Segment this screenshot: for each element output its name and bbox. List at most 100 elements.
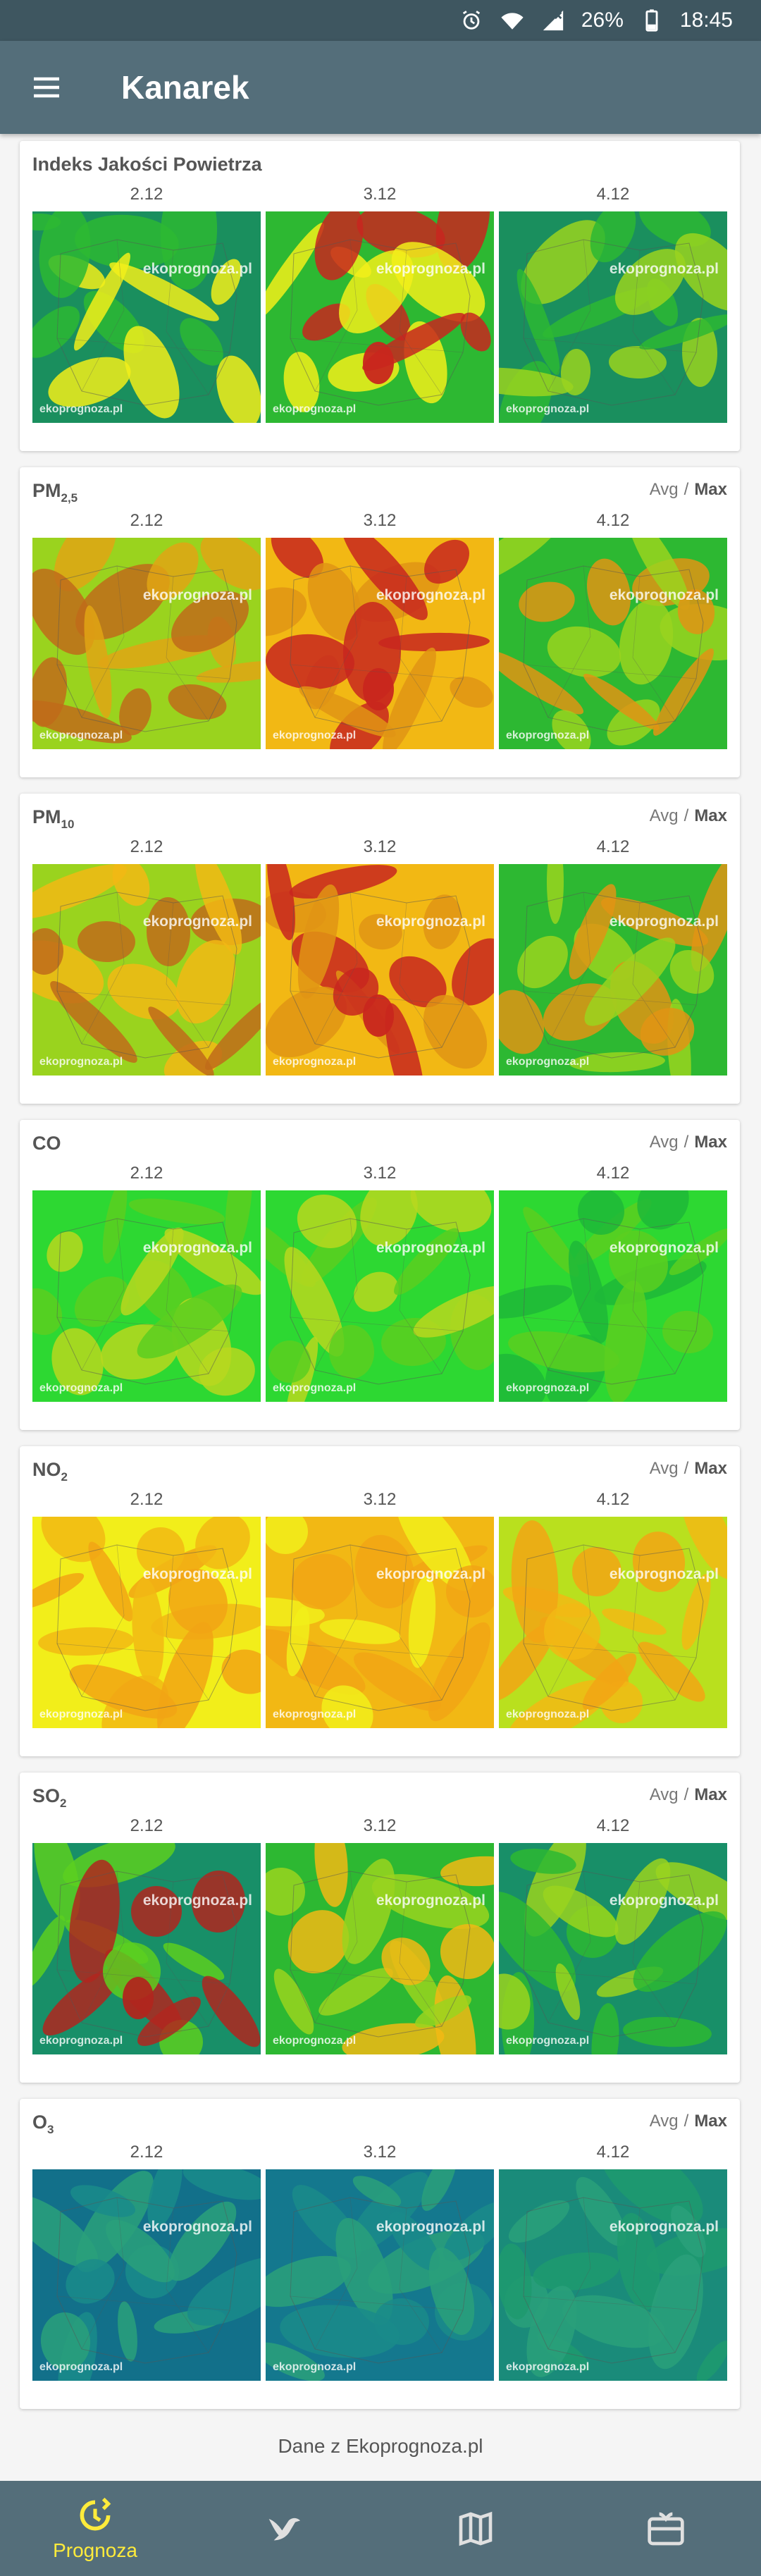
watermark-top: ekoprognoza.pl (376, 1240, 485, 1256)
day-label: 4.12 (596, 837, 630, 856)
forecast-map-aqi-day1[interactable]: ekoprognoza.pl ekoprognoza.pl (32, 211, 261, 423)
card-title: O3 (32, 2112, 54, 2136)
card-title-subscript: 2 (61, 1470, 68, 1484)
card-no2: NO2 Avg / Max 2.12 ekoprognoza.pl ekoprognoz… (20, 1446, 740, 1756)
watermark-bottom: ekoprognoza.pl (506, 2361, 590, 2373)
day-label: 4.12 (596, 1164, 630, 1183)
max-button[interactable]: Max (694, 1785, 727, 1804)
watermark-bottom: ekoprognoza.pl (39, 1056, 123, 1068)
avg-button[interactable]: Avg (649, 2112, 679, 2131)
card-title: CO (32, 1133, 61, 1154)
card-pm25: PM2,5 Avg / Max 2.12 ekoprognoza.pl ekoprogn… (20, 467, 740, 777)
forecast-map-o3-day1[interactable]: ekoprognoza.pl ekoprognoza.pl (32, 2169, 261, 2381)
day-label: 4.12 (596, 2143, 630, 2162)
card-title-subscript: 10 (61, 818, 75, 831)
forecast-refresh-icon (80, 2497, 111, 2530)
forecast-map-no2-day3[interactable]: ekoprognoza.pl ekoprognoza.pl (499, 1517, 727, 1728)
watermark-bottom: ekoprognoza.pl (39, 2361, 123, 2373)
watermark-top: ekoprognoza.pl (609, 587, 719, 603)
watermark-top: ekoprognoza.pl (142, 1566, 252, 1582)
avg-max-toggle: Avg / Max (650, 1133, 727, 1152)
card-aqi: Indeks Jakości Powietrza 2.12 ekoprognoza… (20, 141, 740, 451)
watermark-bottom: ekoprognoza.pl (273, 729, 357, 741)
wifi-icon (500, 8, 525, 33)
watermark-top: ekoprognoza.pl (376, 1566, 485, 1582)
max-button[interactable]: Max (694, 806, 727, 825)
avg-max-separator: / (683, 1459, 689, 1478)
day-label: 2.12 (130, 837, 163, 856)
card-title-text: Indeks Jakości Powietrza (32, 154, 262, 175)
clock: 18:45 (679, 8, 733, 32)
avg-max-toggle: Avg / Max (650, 806, 727, 826)
forecast-map-aqi-day2[interactable]: ekoprognoza.pl ekoprognoza.pl (266, 211, 494, 423)
nav-bird[interactable] (190, 2481, 380, 2576)
avg-button[interactable]: Avg (649, 806, 679, 825)
day-label: 2.12 (130, 1164, 163, 1183)
day-label: 4.12 (596, 511, 630, 530)
avg-max-separator: / (683, 1785, 689, 1804)
forecast-map-pm25-day2[interactable]: ekoprognoza.pl ekoprognoza.pl (266, 538, 494, 749)
day-label: 3.12 (363, 1490, 397, 1509)
day-label: 3.12 (363, 1164, 397, 1183)
max-button[interactable]: Max (694, 1133, 727, 1152)
forecast-map-co-day3[interactable]: ekoprognoza.pl ekoprognoza.pl (499, 1190, 727, 1402)
watermark-bottom: ekoprognoza.pl (39, 2035, 123, 2047)
avg-button[interactable]: Avg (649, 1785, 679, 1804)
card-title: Indeks Jakości Powietrza (32, 154, 262, 175)
avg-button[interactable]: Avg (649, 1133, 679, 1152)
forecast-map-co-day2[interactable]: ekoprognoza.pl ekoprognoza.pl (266, 1190, 494, 1402)
signal-icon (540, 8, 566, 33)
watermark-top: ekoprognoza.pl (142, 2219, 252, 2235)
day-label: 3.12 (363, 511, 397, 530)
nav-forecast-label: Prognoza (53, 2539, 137, 2561)
forecast-map-so2-day2[interactable]: ekoprognoza.pl ekoprognoza.pl (266, 1843, 494, 2054)
watermark-top: ekoprognoza.pl (609, 2219, 719, 2235)
watermark-bottom: ekoprognoza.pl (273, 2035, 357, 2047)
card-title-subscript: 2 (60, 1797, 67, 1810)
day-label: 2.12 (130, 1816, 163, 1835)
battery-percent: 26% (581, 8, 624, 32)
forecast-map-pm25-day1[interactable]: ekoprognoza.pl ekoprognoza.pl (32, 538, 261, 749)
day-label: 4.12 (596, 1816, 630, 1835)
avg-max-separator: / (683, 806, 689, 825)
nav-map[interactable] (380, 2481, 571, 2576)
forecast-map-aqi-day3[interactable]: ekoprognoza.pl ekoprognoza.pl (499, 211, 727, 423)
forecast-map-pm10-day2[interactable]: ekoprognoza.pl ekoprognoza.pl (266, 864, 494, 1076)
avg-max-toggle: Avg / Max (650, 1459, 727, 1479)
card-so2: SO2 Avg / Max 2.12 ekoprognoza.pl ekoprognoz… (20, 1773, 740, 2083)
nav-forecast[interactable]: Prognoza (0, 2481, 190, 2576)
watermark-bottom: ekoprognoza.pl (506, 1708, 590, 1720)
card-title: SO2 (32, 1785, 67, 1810)
max-button[interactable]: Max (694, 480, 727, 499)
forecast-map-no2-day2[interactable]: ekoprognoza.pl ekoprognoza.pl (266, 1517, 494, 1728)
watermark-top: ekoprognoza.pl (609, 1566, 719, 1582)
forecast-map-o3-day2[interactable]: ekoprognoza.pl ekoprognoza.pl (266, 2169, 494, 2381)
avg-button[interactable]: Avg (649, 480, 679, 499)
forecast-map-so2-day1[interactable]: ekoprognoza.pl ekoprognoza.pl (32, 1843, 261, 2054)
forecast-map-no2-day1[interactable]: ekoprognoza.pl ekoprognoza.pl (32, 1517, 261, 1728)
watermark-bottom: ekoprognoza.pl (39, 1382, 123, 1394)
forecast-map-pm10-day3[interactable]: ekoprognoza.pl ekoprognoza.pl (499, 864, 727, 1076)
forecast-map-co-day1[interactable]: ekoprognoza.pl ekoprognoza.pl (32, 1190, 261, 1402)
nav-card[interactable] (571, 2481, 761, 2576)
bird-icon (268, 2518, 300, 2540)
watermark-bottom: ekoprognoza.pl (273, 403, 357, 415)
watermark-bottom: ekoprognoza.pl (39, 1708, 123, 1720)
card-title: PM2,5 (32, 480, 78, 505)
max-button[interactable]: Max (694, 2112, 727, 2131)
avg-max-separator: / (683, 480, 689, 499)
watermark-bottom: ekoprognoza.pl (273, 1056, 357, 1068)
max-button[interactable]: Max (694, 1459, 727, 1478)
avg-max-toggle: Avg / Max (650, 1785, 727, 1805)
watermark-top: ekoprognoza.pl (376, 587, 485, 603)
avg-button[interactable]: Avg (649, 1459, 679, 1478)
watermark-bottom: ekoprognoza.pl (39, 403, 123, 415)
day-label: 2.12 (130, 511, 163, 530)
forecast-map-pm25-day3[interactable]: ekoprognoza.pl ekoprognoza.pl (499, 538, 727, 749)
forecast-map-pm10-day1[interactable]: ekoprognoza.pl ekoprognoza.pl (32, 864, 261, 1076)
watermark-bottom: ekoprognoza.pl (506, 1382, 590, 1394)
forecast-map-o3-day3[interactable]: ekoprognoza.pl ekoprognoza.pl (499, 2169, 727, 2381)
forecast-map-so2-day3[interactable]: ekoprognoza.pl ekoprognoza.pl (499, 1843, 727, 2054)
card-title-subscript: 3 (47, 2123, 54, 2136)
hamburger-menu-icon[interactable] (0, 41, 93, 134)
